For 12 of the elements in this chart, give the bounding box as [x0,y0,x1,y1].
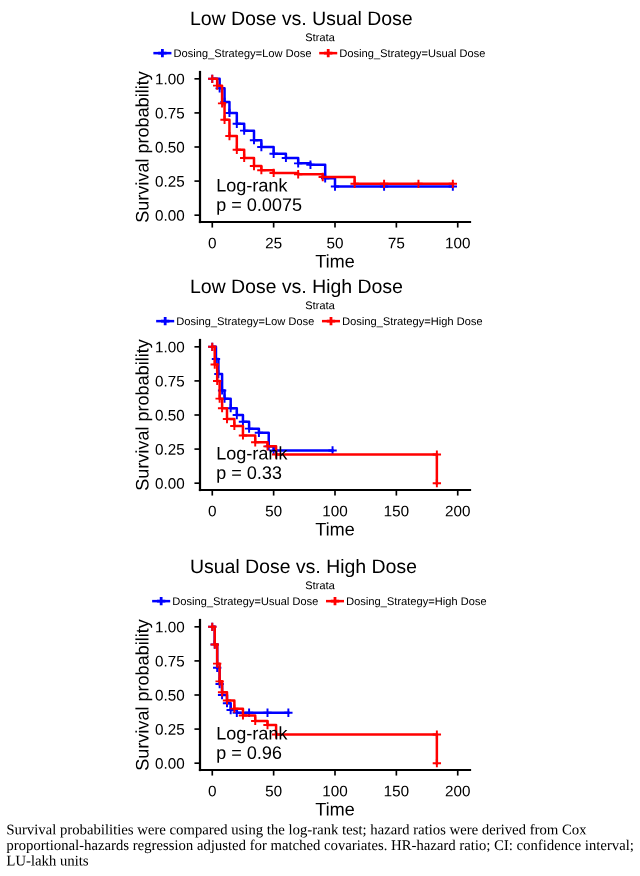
x-axis-title: Time [315,522,354,536]
annotation: Log-rank p = 0.96 [217,726,288,763]
x-axis-title: Time [315,254,354,268]
y-axis-title: Survival probability [135,619,153,770]
chart-title: Low Dose vs. High Dose [191,278,403,298]
chart-title: Low Dose vs. Usual Dose [191,10,412,26]
chart-title: Usual Dose vs. High Dose [191,558,417,578]
x-axis-title: Time [315,802,354,816]
annotation: Log-rank p = 0.0075 [217,178,302,215]
y-axis-title: Survival probability [135,71,153,222]
y-axis-title: Survival probability [135,339,153,490]
annotation: Log-rank p = 0.33 [217,446,288,483]
